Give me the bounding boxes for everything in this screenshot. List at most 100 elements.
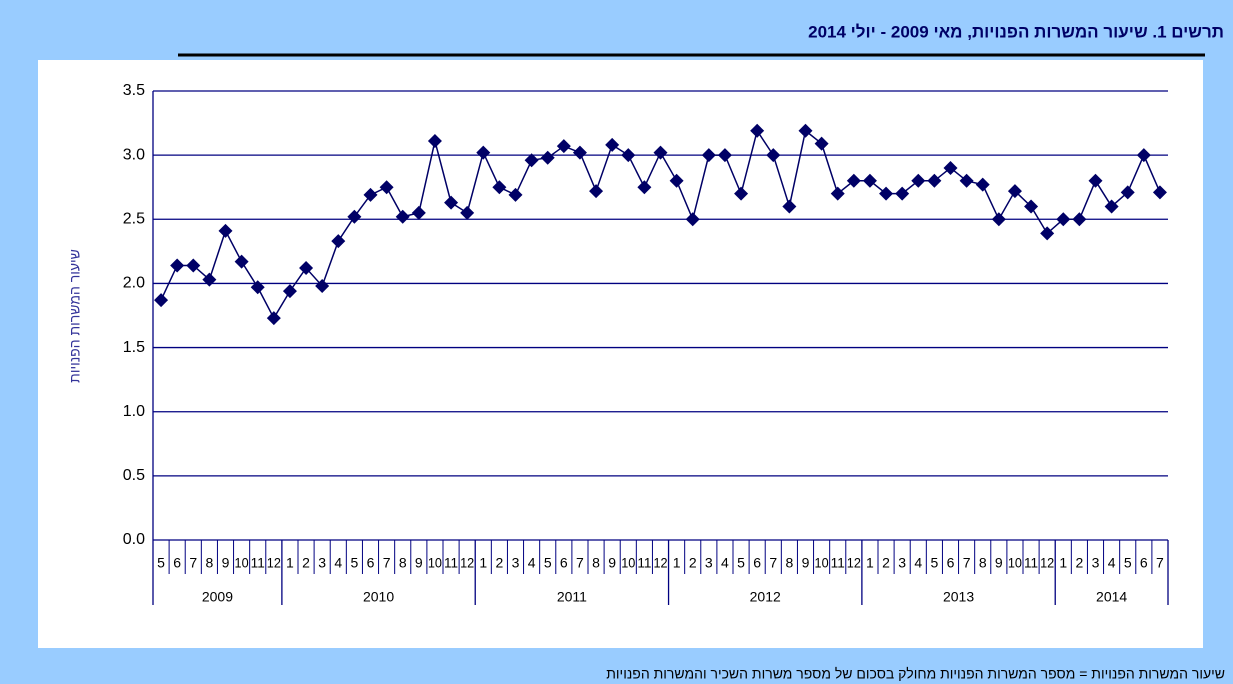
- x-tick-label: 7: [383, 555, 391, 571]
- x-tick-label: 4: [1108, 555, 1116, 571]
- data-point: [669, 173, 684, 188]
- x-tick-label: 11: [251, 555, 265, 571]
- x-tick-label: 10: [428, 555, 442, 571]
- data-point: [1040, 226, 1055, 241]
- x-tick-label: 12: [267, 555, 281, 571]
- data-point: [879, 186, 894, 201]
- group-label: 2013: [943, 589, 974, 605]
- x-tick-label: 2: [689, 555, 697, 571]
- data-point: [154, 293, 169, 308]
- x-tick-label: 12: [1040, 555, 1054, 571]
- data-point: [460, 205, 475, 220]
- data-point: [653, 145, 668, 160]
- data-point: [202, 272, 217, 287]
- x-tick-label: 6: [1140, 555, 1148, 571]
- data-point: [621, 148, 636, 163]
- x-tick-label: 7: [769, 555, 777, 571]
- x-tick-label: 7: [189, 555, 197, 571]
- data-point: [476, 145, 491, 160]
- x-tick-label: 5: [157, 555, 165, 571]
- data-point: [1072, 212, 1087, 227]
- group-label: 2009: [202, 589, 233, 605]
- data-point: [701, 148, 716, 163]
- data-point: [895, 186, 910, 201]
- group-label: 2012: [750, 589, 781, 605]
- x-tick-label: 5: [737, 555, 745, 571]
- data-point: [282, 284, 297, 299]
- data-point: [1056, 212, 1071, 227]
- data-point: [782, 199, 797, 214]
- x-tick-label: 8: [979, 555, 987, 571]
- x-tick-label: 1: [673, 555, 681, 571]
- x-tick-label: 9: [802, 555, 810, 571]
- data-point: [589, 184, 604, 199]
- group-label: 2014: [1096, 589, 1127, 605]
- data-point: [846, 173, 861, 188]
- data-point: [299, 261, 314, 276]
- x-tick-label: 4: [721, 555, 729, 571]
- x-tick-label: 7: [1156, 555, 1164, 571]
- data-point: [637, 180, 652, 195]
- x-tick-label: 9: [608, 555, 616, 571]
- x-tick-label: 3: [318, 555, 326, 571]
- x-tick-label: 3: [1092, 555, 1100, 571]
- x-tick-label: 2: [882, 555, 890, 571]
- data-point: [798, 123, 813, 138]
- data-point: [395, 209, 410, 224]
- x-tick-label: 4: [334, 555, 342, 571]
- data-point: [1120, 185, 1135, 200]
- data-point: [508, 187, 523, 202]
- data-point: [943, 160, 958, 175]
- footnote: שיעור המשרות הפנויות = מספר המשרות הפנוי…: [606, 666, 1225, 682]
- x-tick-label: 2: [1075, 555, 1083, 571]
- x-tick-label: 5: [930, 555, 938, 571]
- data-point: [911, 173, 926, 188]
- y-tick-label: 2.5: [123, 211, 145, 228]
- data-point: [218, 223, 233, 238]
- x-tick-label: 2: [302, 555, 310, 571]
- x-tick-label: 8: [592, 555, 600, 571]
- data-point: [1088, 173, 1103, 188]
- data-point: [1136, 148, 1151, 163]
- x-tick-label: 10: [621, 555, 635, 571]
- x-tick-label: 4: [528, 555, 536, 571]
- data-point: [927, 173, 942, 188]
- x-tick-label: 8: [399, 555, 407, 571]
- x-tick-label: 6: [367, 555, 375, 571]
- data-point: [331, 234, 346, 249]
- y-axis-label: שיעור המשרות הפנויות: [67, 249, 83, 383]
- data-point: [315, 278, 330, 293]
- data-point: [556, 139, 571, 154]
- data-point: [250, 280, 265, 295]
- data-point: [186, 258, 201, 273]
- data-point: [347, 209, 362, 224]
- x-tick-label: 2: [495, 555, 503, 571]
- data-point: [830, 186, 845, 201]
- data-point: [750, 123, 765, 138]
- y-tick-label: 1.5: [123, 339, 145, 356]
- x-tick-label: 9: [222, 555, 230, 571]
- data-point: [605, 137, 620, 152]
- data-point: [1104, 199, 1119, 214]
- y-tick-label: 3.0: [123, 146, 145, 163]
- x-tick-label: 6: [173, 555, 181, 571]
- x-tick-label: 11: [831, 555, 845, 571]
- data-point: [379, 180, 394, 195]
- x-tick-label: 9: [415, 555, 423, 571]
- x-tick-label: 8: [785, 555, 793, 571]
- data-point: [975, 177, 990, 192]
- x-tick-label: 3: [898, 555, 906, 571]
- data-point: [814, 136, 829, 151]
- data-point: [234, 254, 249, 269]
- y-tick-label: 2.0: [123, 275, 145, 292]
- x-tick-label: 8: [205, 555, 213, 571]
- data-point: [363, 187, 378, 202]
- x-tick-label: 3: [512, 555, 520, 571]
- data-point: [170, 258, 185, 273]
- data-point: [862, 173, 877, 188]
- y-tick-label: 0.5: [123, 467, 145, 484]
- x-tick-label: 5: [350, 555, 358, 571]
- data-point: [572, 145, 587, 160]
- data-point: [427, 134, 442, 149]
- data-point: [444, 195, 459, 210]
